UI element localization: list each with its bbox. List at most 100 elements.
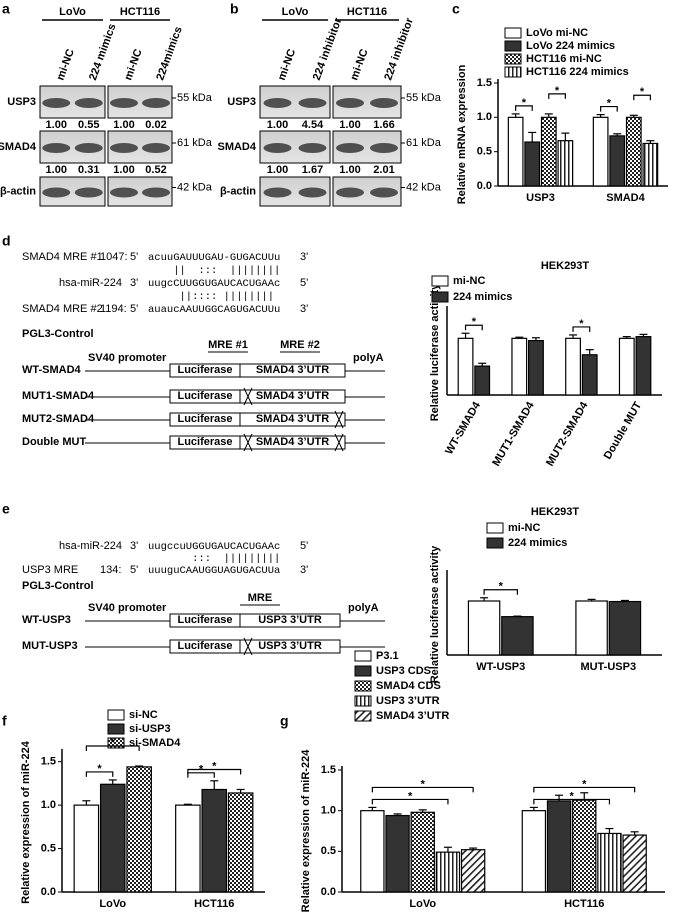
- chart-title: HEK293T: [541, 260, 590, 272]
- utr-box: [239, 639, 341, 654]
- legend-label: 224 mimics: [453, 291, 512, 303]
- legend-swatch: [431, 291, 449, 303]
- quant-label: 1.67: [302, 164, 323, 176]
- promoter-label: SV40 promoter: [88, 352, 167, 364]
- utr-box: [239, 363, 346, 378]
- lane-label: mi-NC: [55, 47, 77, 82]
- x-tick-label: Double MUT: [602, 400, 645, 462]
- y-axis-label: Relative expression of miR-224: [300, 749, 312, 913]
- seq-label: SMAD4 MRE #1: [22, 251, 103, 263]
- size-label: 42 kDa: [177, 181, 213, 193]
- error-bar: [515, 336, 524, 339]
- quant-label: 4.54: [302, 119, 324, 131]
- legend-swatch: [107, 723, 125, 735]
- seq-position: 1047:: [100, 251, 128, 263]
- error-bar: [528, 131, 537, 143]
- quant-label: 1.00: [46, 119, 67, 131]
- bar: [467, 600, 501, 656]
- significance-label: *: [421, 778, 426, 790]
- bar: [175, 804, 201, 893]
- seq-end: 3': [300, 303, 308, 315]
- legend-swatch: [354, 680, 372, 692]
- sequence: auaucAAUUGGCAGUGACUUu: [148, 304, 280, 316]
- legend-swatch: [107, 709, 125, 721]
- panel-label: c: [452, 1, 460, 17]
- sequence: uugcCUUGGUGAUCACUGAAc: [148, 278, 280, 290]
- error-bar: [368, 806, 377, 811]
- x-tick-label: USP3: [526, 192, 555, 204]
- blot-band: [370, 187, 398, 198]
- bar: [360, 810, 385, 893]
- blot-band: [110, 187, 138, 198]
- panel-label: e: [2, 501, 10, 517]
- pairing: ||:::: ||||||||: [148, 291, 274, 303]
- y-axis-label: Relative expression of miR-224: [20, 740, 32, 904]
- y-tick-label: 0.5: [41, 842, 56, 854]
- significance-bracket: [85, 771, 114, 777]
- blot-band: [298, 143, 327, 153]
- chart-title: HEK293T: [531, 506, 580, 518]
- significance-bracket: [548, 93, 566, 99]
- significance-bracket: [371, 786, 474, 793]
- legend-swatch: [107, 737, 125, 749]
- error-bar: [461, 332, 470, 339]
- significance-label: *: [570, 790, 575, 802]
- blot-row-label: USP3: [7, 96, 36, 108]
- y-tick-label: 1.0: [321, 805, 336, 817]
- bar: [501, 616, 534, 656]
- significance-bracket: [515, 105, 533, 111]
- significance-bracket: [483, 589, 519, 595]
- legend-swatch: [354, 710, 372, 722]
- construct-label: Double MUT: [22, 436, 86, 448]
- lane-label: mi-NC: [348, 47, 370, 82]
- lane-label: mi-NC: [122, 47, 144, 82]
- significance-label: *: [472, 316, 477, 328]
- significance-label: *: [522, 97, 527, 109]
- legend-swatch: [504, 66, 522, 78]
- legend-label: mi-NC: [453, 275, 485, 287]
- legend-swatch: [486, 537, 504, 549]
- seq-end: 5': [130, 251, 138, 263]
- error-bar: [630, 831, 639, 836]
- legend-label: mi-NC: [508, 522, 540, 534]
- error-bar: [605, 827, 614, 834]
- legend-label: P3.1: [376, 650, 399, 662]
- bar: [565, 337, 581, 396]
- promoter-label: SV40 promoter: [88, 602, 167, 614]
- blot-band: [336, 143, 364, 153]
- x-tick-label: HCT116: [194, 898, 234, 910]
- x-tick-label: SMAD4: [606, 192, 645, 204]
- y-tick-label: 0.5: [321, 845, 336, 857]
- bar: [635, 336, 652, 396]
- box-label: Luciferase: [177, 390, 232, 402]
- lane-label: 224 inhibitor: [382, 16, 416, 82]
- bar: [622, 834, 647, 893]
- quant-label: 0.02: [145, 119, 166, 131]
- x-tick-label: MUT-USP3: [580, 661, 636, 673]
- construct-label: WT-USP3: [22, 614, 71, 626]
- error-bar: [511, 113, 520, 118]
- box-label: Luciferase: [177, 364, 232, 376]
- bar: [625, 116, 642, 187]
- error-bar: [529, 806, 538, 811]
- quant-label: 1.00: [339, 119, 360, 131]
- blot-band: [74, 187, 103, 198]
- x-tick-label: LoVo: [409, 898, 436, 910]
- error-bar: [555, 794, 564, 801]
- bar: [385, 814, 410, 893]
- quant-label: 0.31: [78, 164, 99, 176]
- panel-label: f: [2, 713, 7, 729]
- seq-end: 5': [130, 303, 138, 315]
- y-tick-label: 0.5: [477, 146, 492, 158]
- x-tick-label: WT-SMAD4: [443, 399, 483, 457]
- vector-label: PGL3-Control: [22, 328, 94, 340]
- blot-band: [142, 187, 170, 198]
- bar: [460, 849, 486, 893]
- panel-label: b: [230, 1, 239, 17]
- box-label: SMAD4 3’UTR: [256, 436, 329, 448]
- bar: [507, 116, 524, 187]
- bar: [201, 788, 228, 893]
- x-tick-label: MUT2-SMAD4: [544, 399, 591, 468]
- seq-label: SMAD4 MRE #2: [22, 303, 103, 315]
- bar: [575, 600, 608, 656]
